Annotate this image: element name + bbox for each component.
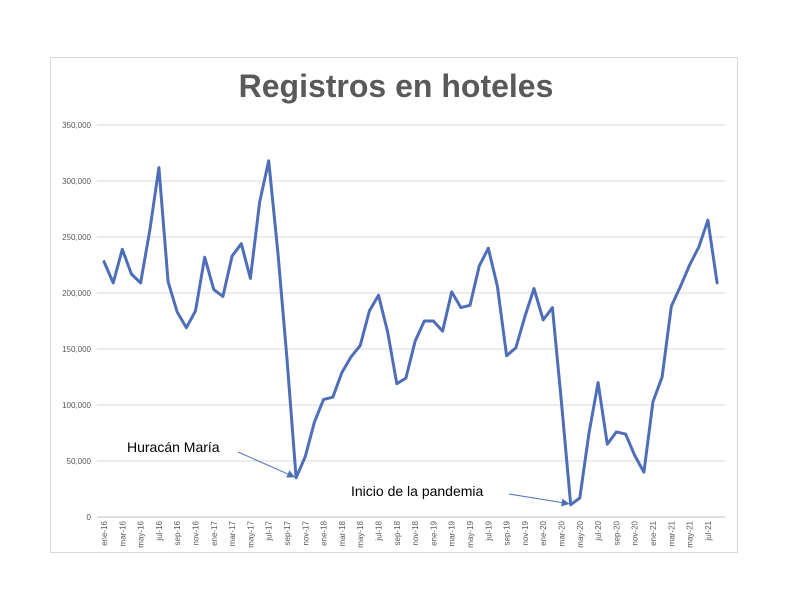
chart-frame	[50, 57, 738, 553]
x-tick-label: jul-16	[155, 520, 164, 541]
x-tick-label: mar-21	[667, 520, 676, 546]
x-tick-label: mar-17	[228, 520, 237, 546]
x-tick-label: sep-18	[393, 520, 402, 545]
x-tick-label: sep-17	[283, 520, 292, 545]
y-tick-label: 350,000	[62, 121, 91, 130]
y-tick-label: 50,000	[67, 457, 92, 466]
x-tick-label: nov-20	[631, 520, 640, 545]
y-tick-label: 200,000	[62, 289, 91, 298]
x-tick-label: may-21	[686, 520, 695, 547]
y-tick-label: 300,000	[62, 177, 91, 186]
series-line	[102, 159, 719, 507]
x-tick-label: jul-17	[265, 520, 274, 541]
x-tick-label: mar-16	[118, 520, 127, 546]
x-tick-label: ene-18	[320, 520, 329, 545]
x-tick-label: mar-19	[448, 520, 457, 546]
x-tick-label: nov-16	[192, 520, 201, 545]
x-tick-label: sep-20	[612, 520, 621, 545]
annotation-label: Huracán María	[127, 439, 220, 455]
y-tick-label: 100,000	[62, 401, 91, 410]
x-tick-label: ene-21	[649, 520, 658, 545]
x-tick-label: nov-18	[411, 520, 420, 545]
x-tick-label: may-20	[576, 520, 585, 547]
x-tick-label: nov-17	[301, 520, 310, 545]
x-tick-label: mar-18	[338, 520, 347, 546]
x-tick-label: jul-19	[484, 520, 493, 541]
x-tick-label: ene-19	[429, 520, 438, 545]
x-tick-label: ene-16	[100, 520, 109, 545]
x-tick-label: sep-19	[503, 520, 512, 545]
x-tick-label: sep-16	[173, 520, 182, 545]
annotation-arrow	[237, 451, 296, 478]
x-tick-label: may-18	[356, 520, 365, 547]
series-layer	[102, 159, 719, 507]
x-tick-label: may-17	[246, 520, 255, 547]
axes: 0 50,000 100,000 150,000 200,000 250,000 300,0…	[62, 121, 725, 548]
annotations: Huracán María Inicio de la pandemia	[127, 439, 570, 507]
x-tick-label: jul-20	[594, 520, 603, 541]
x-tick-label: nov-19	[521, 520, 530, 545]
x-tick-label: mar-20	[558, 520, 567, 546]
y-tick-label: 250,000	[62, 233, 91, 242]
x-tick-label: jul-21	[704, 520, 713, 541]
gridlines	[97, 124, 725, 462]
x-tick-label: ene-17	[210, 520, 219, 545]
x-tick-label: ene-20	[539, 520, 548, 545]
y-tick-label: 0	[87, 513, 92, 522]
x-tick-label: jul-18	[375, 520, 384, 541]
annotation-label: Inicio de la pandemia	[351, 483, 484, 499]
annotation-arrow	[508, 493, 570, 507]
x-tick-label: may-19	[466, 520, 475, 547]
y-tick-label: 150,000	[62, 345, 91, 354]
x-tick-label: may-16	[137, 520, 146, 547]
chart-title: Registros en hoteles	[238, 68, 554, 104]
